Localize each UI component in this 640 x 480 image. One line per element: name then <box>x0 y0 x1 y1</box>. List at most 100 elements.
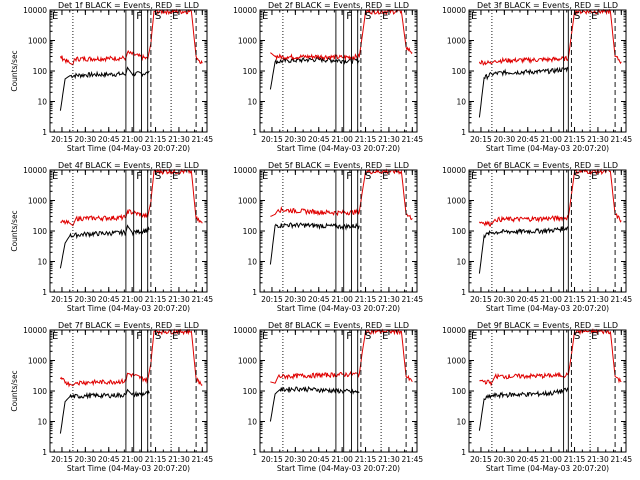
flag-label: S <box>365 331 371 342</box>
y-tick-label: 10 <box>37 98 47 107</box>
y-tick-label: 10 <box>37 418 47 427</box>
events-series-line <box>59 224 150 269</box>
y-axis-label: Counts/sec <box>10 50 19 91</box>
panel-title: Det 3f BLACK = Events, RED = LLD <box>477 1 618 10</box>
x-tick-label: 20:30 <box>494 455 516 464</box>
y-tick-label: 10000 <box>233 166 257 175</box>
x-tick-label: 21:15 <box>564 455 586 464</box>
x-axis-label: Start Time (04-May-03 20:07:20) <box>486 464 609 473</box>
x-tick-label: 20:30 <box>75 295 97 304</box>
x-tick-label: 21:45 <box>192 455 214 464</box>
flag-label: E <box>172 331 178 342</box>
flag-label: E <box>52 331 58 342</box>
plot-frame <box>259 169 418 293</box>
y-tick-label: 10 <box>456 258 466 267</box>
x-tick-label: 21:00 <box>121 135 143 144</box>
x-tick-label: 21:15 <box>355 135 377 144</box>
plot-frame <box>468 9 627 133</box>
x-axis-label: Start Time (04-May-03 20:07:20) <box>277 304 400 313</box>
flag-label: E <box>382 11 388 22</box>
x-tick-label: 21:45 <box>402 455 424 464</box>
events-series-line <box>269 385 360 422</box>
x-tick-label: 21:30 <box>587 135 609 144</box>
flag-label: S <box>155 11 161 22</box>
flag-label: E <box>591 11 597 22</box>
flag-label: F <box>346 11 352 22</box>
events-series-line <box>478 225 569 274</box>
y-tick-label: 10000 <box>442 326 466 335</box>
lld-series-line <box>59 8 203 66</box>
x-tick-label: 21:00 <box>540 295 562 304</box>
y-tick-label: 100 <box>452 67 467 76</box>
x-tick-label: 21:00 <box>331 135 353 144</box>
events-series-line <box>59 388 150 434</box>
panel-title: Det 1f BLACK = Events, RED = LLD <box>58 1 199 10</box>
y-tick-label: 1 <box>252 448 257 457</box>
panel-title: Det 6f BLACK = Events, RED = LLD <box>477 161 618 170</box>
x-tick-label: 21:15 <box>564 135 586 144</box>
x-tick-label: 21:15 <box>564 295 586 304</box>
lld-series-line <box>60 168 203 227</box>
events-series-line <box>269 56 360 90</box>
x-tick-label: 20:30 <box>75 455 97 464</box>
x-tick-label: 20:15 <box>470 455 492 464</box>
x-tick-label: 20:45 <box>98 455 120 464</box>
y-tick-label: 1 <box>42 128 47 137</box>
x-axis-label: Start Time (04-May-03 20:07:20) <box>67 464 190 473</box>
flag-label: E <box>591 171 597 182</box>
y-tick-label: 10000 <box>233 326 257 335</box>
y-tick-label: 10 <box>456 418 466 427</box>
flag-label: S <box>574 11 580 22</box>
y-tick-label: 1 <box>461 448 466 457</box>
y-tick-label: 10000 <box>23 326 47 335</box>
x-tick-label: 21:15 <box>145 455 167 464</box>
flag-label: S <box>365 171 371 182</box>
y-tick-label: 1 <box>252 128 257 137</box>
x-tick-label: 20:15 <box>51 135 73 144</box>
lld-series-line <box>270 328 413 384</box>
y-tick-label: 10000 <box>23 6 47 15</box>
x-tick-label: 20:30 <box>494 295 516 304</box>
lld-series-line <box>479 328 622 387</box>
y-tick-label: 100 <box>243 387 258 396</box>
x-tick-label: 20:30 <box>75 135 97 144</box>
x-tick-label: 20:15 <box>261 455 283 464</box>
x-tick-label: 20:45 <box>308 135 330 144</box>
y-tick-label: 10 <box>247 258 257 267</box>
flag-label: S <box>574 171 580 182</box>
y-tick-label: 10 <box>247 418 257 427</box>
flag-label: E <box>382 171 388 182</box>
y-tick-label: 1 <box>252 288 257 297</box>
x-axis-label: Start Time (04-May-03 20:07:20) <box>486 144 609 153</box>
y-tick-label: 1000 <box>28 197 47 206</box>
flag-label: E <box>262 331 268 342</box>
x-tick-label: 20:15 <box>51 455 73 464</box>
y-tick-label: 10000 <box>233 6 257 15</box>
x-tick-label: 21:30 <box>587 455 609 464</box>
y-tick-label: 1 <box>42 288 47 297</box>
x-tick-label: 20:45 <box>517 135 539 144</box>
flag-label: S <box>574 331 580 342</box>
x-tick-label: 21:00 <box>331 295 353 304</box>
x-tick-label: 21:30 <box>587 295 609 304</box>
flag-label: F <box>136 331 142 342</box>
y-tick-label: 100 <box>33 67 48 76</box>
y-tick-label: 10 <box>456 98 466 107</box>
panel-title: Det 2f BLACK = Events, RED = LLD <box>268 1 409 10</box>
x-tick-label: 21:30 <box>378 455 400 464</box>
flag-label: E <box>52 11 58 22</box>
flag-label: E <box>262 171 268 182</box>
y-tick-label: 100 <box>452 227 467 236</box>
y-tick-label: 100 <box>33 227 48 236</box>
flag-label: S <box>365 11 371 22</box>
x-tick-label: 21:30 <box>168 295 190 304</box>
x-tick-label: 21:45 <box>611 295 633 304</box>
y-tick-label: 10000 <box>23 166 47 175</box>
y-tick-label: 100 <box>243 67 258 76</box>
events-series-line <box>59 66 150 111</box>
y-tick-label: 1000 <box>238 357 257 366</box>
